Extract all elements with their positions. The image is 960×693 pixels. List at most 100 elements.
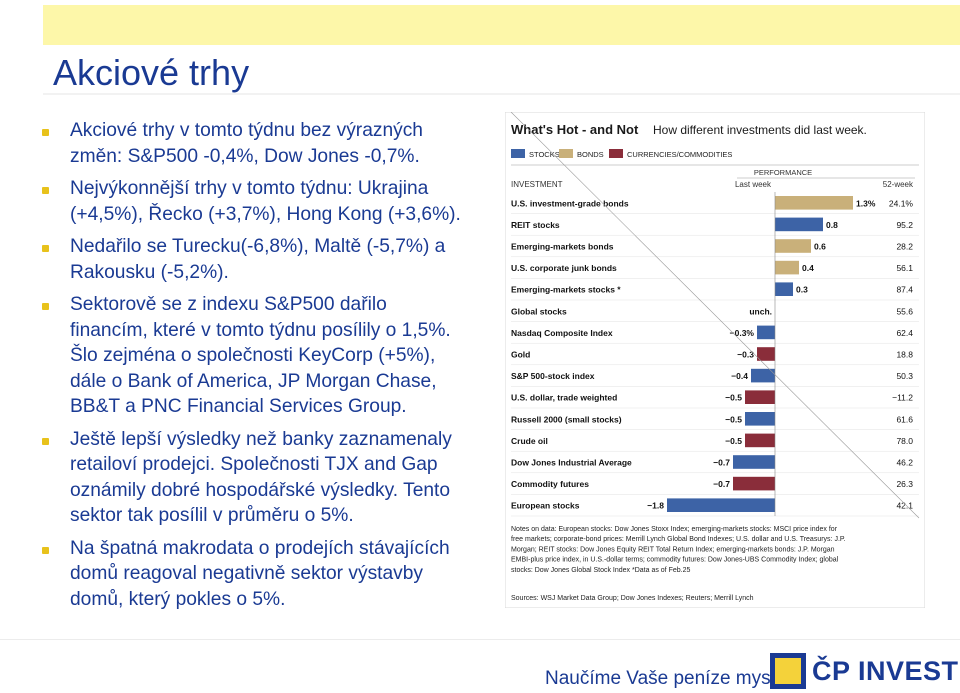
bullet-text: Akciové trhy v tomto týdnu bez výrazných…	[70, 120, 423, 167]
legend-label: STOCKS	[529, 150, 560, 159]
last-week-value: 1.3%	[856, 198, 876, 208]
week52-value: −11.2	[892, 393, 913, 403]
brand-name: ČP INVEST	[812, 656, 959, 686]
week52-value: 26.3	[896, 479, 913, 489]
notes-line: free markets; corporate-bond prices: Mer…	[511, 536, 846, 543]
cp-invest-logo-icon	[770, 653, 806, 689]
logo-emblem	[775, 658, 801, 684]
chart-notes: Notes on data: European stocks: Dow Jone…	[511, 526, 846, 602]
last-week-value: −0.5	[725, 393, 742, 403]
last-week-value: 0.3	[796, 285, 808, 295]
bullet-item: Sektorově se z indexu S&P500 dařilo fina…	[40, 292, 510, 420]
bar	[745, 433, 775, 448]
week52-value: 24.1%	[889, 198, 914, 208]
bullet-text: Na špatná makrodata o prodejích stávajíc…	[70, 537, 450, 610]
last-week-value: 0.6	[814, 242, 826, 252]
week52-value: 28.2	[896, 242, 913, 252]
bullet-item: Nedařilo se Turecku(-6,8%), Maltě (-5,7%…	[40, 234, 510, 285]
last-week-value: −0.3	[737, 350, 754, 360]
bar	[775, 282, 793, 296]
performance-chart: What's Hot - and Not How different inves…	[505, 112, 925, 608]
last-week-value: 0.4	[802, 263, 814, 273]
performance-header: PERFORMANCE	[754, 168, 812, 177]
header-band	[43, 5, 960, 45]
last-week-value: −1.8	[647, 501, 664, 511]
category-label: U.S. dollar, trade weighted	[511, 393, 617, 403]
week52-value: 95.2	[896, 220, 913, 230]
sources-line: Sources: WSJ Market Data Group; Dow Jone…	[511, 595, 754, 602]
last-week-header: Last week	[735, 180, 772, 189]
week52-value: 61.6	[896, 414, 913, 424]
category-label: Crude oil	[511, 436, 548, 446]
last-week-value: 0.8	[826, 220, 838, 230]
notes-line: stocks: Dow Jones Global Stock Index *Da…	[511, 567, 690, 574]
week52-value: 56.1	[896, 263, 913, 273]
bar	[733, 455, 775, 469]
bullet-marker-icon	[42, 245, 49, 252]
bar	[745, 390, 775, 404]
last-week-value: −0.7	[713, 458, 730, 468]
category-label: REIT stocks	[511, 220, 560, 230]
week52-value: 87.4	[896, 285, 913, 295]
week52-value: 62.4	[896, 328, 913, 338]
notes-rule	[510, 112, 920, 519]
legend-label: CURRENCIES/COMMODITIES	[627, 150, 732, 159]
title-band	[43, 45, 960, 95]
week52-header: 52-week	[883, 180, 914, 189]
bullet-marker-icon	[42, 187, 49, 194]
category-label: Gold	[511, 350, 530, 360]
footer-slogan: Naučíme Vaše peníze myslet	[545, 668, 791, 689]
bar	[733, 476, 775, 491]
bullet-item: Na špatná makrodata o prodejích stávajíc…	[40, 536, 510, 613]
last-week-value: −0.3%	[730, 328, 755, 338]
bar	[775, 196, 853, 210]
chart-background	[505, 112, 925, 608]
notes-line: Notes on data: European stocks: Dow Jone…	[511, 526, 838, 533]
bullet-text: Sektorově se z indexu S&P500 dařilo fina…	[70, 294, 451, 417]
bullet-marker-icon	[42, 437, 49, 445]
bar	[757, 347, 775, 361]
category-label: Commodity futures	[511, 479, 589, 489]
bar	[667, 498, 775, 512]
legend-swatch	[559, 149, 573, 158]
notes-line: EMBI-plus price index, in U.S.-dollar te…	[511, 557, 839, 564]
bullet-text: Ještě lepší výsledky než banky zaznamena…	[70, 428, 452, 527]
chart-title: What's Hot - and Not	[511, 122, 639, 137]
week52-value: 55.6	[896, 306, 913, 316]
category-label: U.S. investment-grade bonds	[511, 198, 629, 208]
legend-label: BONDS	[577, 150, 604, 159]
investment-header: INVESTMENT	[511, 180, 563, 189]
chart-subtitle: How different investments did last week.	[653, 123, 867, 137]
week52-value: 50.3	[896, 371, 913, 381]
bar	[757, 325, 775, 340]
bullet-item: Nejvýkonnější trhy v tomto týdnu: Ukraji…	[40, 176, 510, 227]
bullet-list: Akciové trhy v tomto týdnu bez výrazných…	[40, 118, 510, 619]
last-week-value: −0.5	[725, 414, 742, 424]
category-label: S&P 500-stock index	[511, 371, 595, 381]
last-week-value: −0.7	[713, 479, 730, 489]
category-label: Emerging-markets bonds	[511, 242, 614, 252]
bullet-text: Nedařilo se Turecku(-6,8%), Maltě (-5,7%…	[70, 236, 446, 283]
bullet-item: Ještě lepší výsledky než banky zaznamena…	[40, 427, 510, 529]
bullet-marker-icon	[42, 546, 49, 554]
chart-legend: STOCKS BONDS CURRENCIES/COMMODITIES	[511, 149, 732, 159]
category-label: U.S. corporate junk bonds	[511, 263, 617, 273]
last-week-value: unch.	[749, 306, 772, 316]
week52-value: 78.0	[896, 436, 913, 446]
week52-value: 46.2	[896, 458, 913, 468]
bullet-item: Akciové trhy v tomto týdnu bez výrazných…	[40, 118, 510, 169]
last-week-value: −0.5	[725, 436, 742, 446]
legend-swatch	[511, 149, 525, 158]
bullet-marker-icon	[42, 303, 49, 310]
category-label: Dow Jones Industrial Average	[511, 458, 632, 468]
category-label: Russell 2000 (small stocks)	[511, 414, 622, 424]
notes-line: Morgan; REIT stocks: Dow Jones Equity RE…	[511, 546, 835, 553]
category-label: Nasdaq Composite Index	[511, 328, 613, 338]
category-label: Global stocks	[511, 306, 567, 316]
bar	[751, 368, 775, 383]
week52-value: 42.1	[896, 501, 913, 511]
bar	[745, 412, 775, 426]
slide-title: Akciové trhy	[53, 52, 250, 93]
bar	[775, 217, 823, 232]
category-label: European stocks	[511, 501, 580, 511]
